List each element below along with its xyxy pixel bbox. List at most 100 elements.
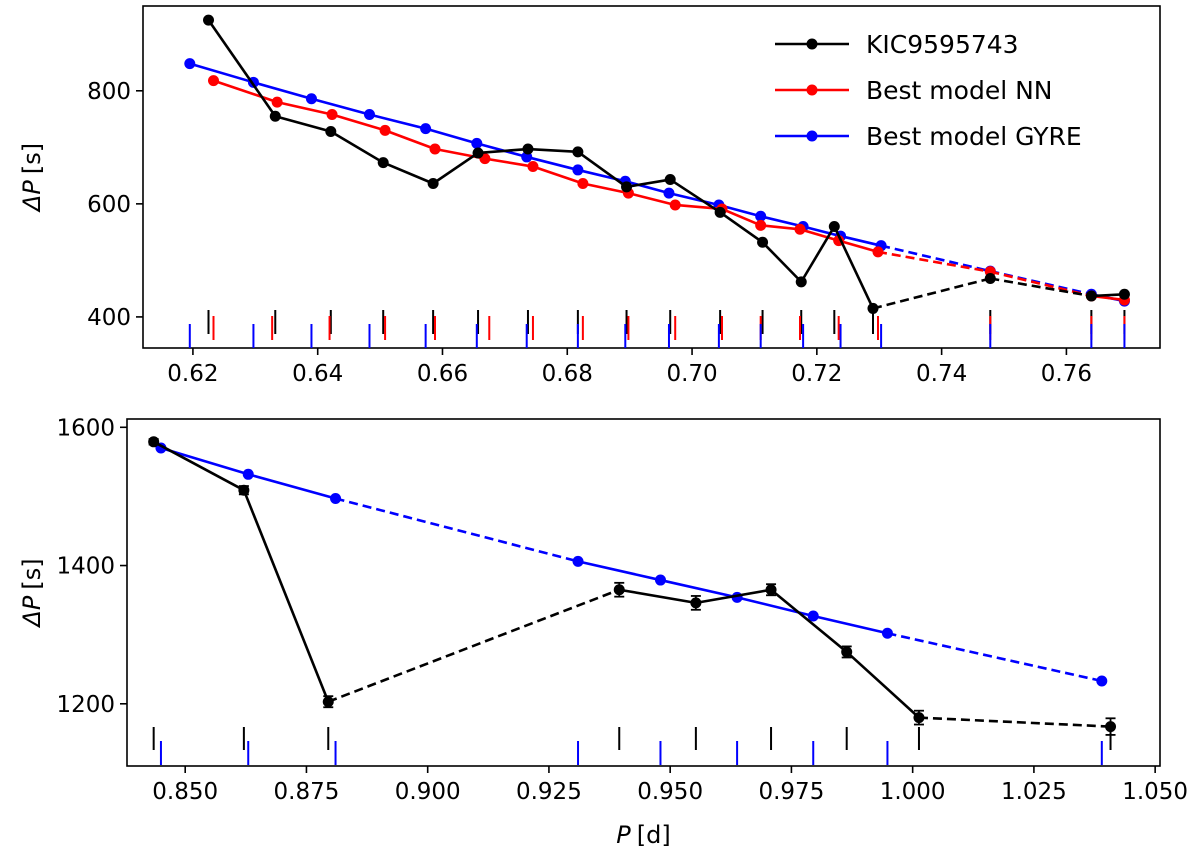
series-gyre-segment — [660, 578, 738, 599]
series-obs-point — [472, 147, 484, 159]
series-gyre-point — [471, 137, 483, 149]
series-obs-segment — [527, 147, 578, 154]
series-obs-segment — [577, 150, 628, 188]
series-gyre-segment — [577, 560, 661, 582]
bottom-x-tick-label: 1.050 — [1122, 779, 1188, 805]
series-obs-point — [664, 174, 676, 186]
series-obs-point — [1085, 290, 1097, 302]
series-obs-point — [148, 436, 160, 448]
series-obs-segment — [872, 277, 991, 310]
series-gyre-segment — [189, 62, 254, 84]
top-y-tick-label: 400 — [87, 305, 131, 331]
series-nn-segment — [582, 182, 629, 195]
series-gyre-segment — [802, 225, 841, 238]
series-obs-point — [765, 584, 777, 596]
series-gyre-segment — [840, 234, 882, 247]
series-gyre-segment — [425, 127, 478, 145]
series-obs-point — [325, 125, 337, 137]
series-gyre-point — [1096, 675, 1108, 687]
bottom-x-tick-label: 0.925 — [516, 779, 582, 805]
series-nn-point — [271, 96, 283, 108]
series-gyre-segment — [736, 596, 814, 618]
y-axis-label-unit: [s] — [18, 558, 46, 589]
series-obs-point — [828, 220, 840, 232]
series-gyre-segment — [760, 215, 804, 228]
series-obs-segment — [800, 225, 836, 283]
series-nn-segment — [484, 157, 534, 168]
series-nn-segment — [331, 113, 386, 132]
series-obs-segment — [242, 489, 330, 703]
top-y-axis-label: ΔP [s] — [18, 143, 46, 213]
series-gyre-point — [184, 58, 196, 70]
series-nn-point — [669, 199, 681, 211]
top-x-tick-label: 0.72 — [791, 361, 842, 387]
series-obs-point — [621, 181, 633, 193]
legend-label: KIC9595743 — [866, 30, 1019, 59]
series-obs-point — [1118, 288, 1130, 300]
series-gyre-point — [881, 627, 893, 639]
series-obs-point — [867, 302, 879, 314]
series-obs-segment — [845, 650, 920, 719]
series-gyre-segment — [887, 632, 1103, 683]
top-y-tick-label: 800 — [87, 79, 131, 105]
series-obs-point — [757, 236, 769, 248]
series-nn-point — [794, 223, 806, 235]
series-gyre-point — [420, 123, 432, 135]
series-nn-point — [208, 75, 220, 87]
series-nn-segment — [532, 165, 584, 185]
top-x-tick-label: 0.64 — [292, 361, 343, 387]
series-gyre-point — [755, 210, 767, 222]
series-gyre-point — [572, 555, 584, 567]
series-gyre-point — [654, 574, 666, 586]
series-nn-point — [429, 143, 441, 155]
top-x-tick-label: 0.70 — [666, 361, 717, 387]
series-obs-point — [841, 646, 853, 658]
bottom-x-tick-label: 0.850 — [152, 779, 218, 805]
x-axis-label-symbol: P — [616, 821, 631, 849]
bottom-y-tick-label: 1400 — [56, 554, 115, 580]
y-axis-label-symbol: ΔP — [18, 180, 46, 213]
series-nn-segment — [877, 250, 991, 273]
series-gyre-segment — [880, 244, 991, 273]
series-obs-point — [613, 584, 625, 596]
x-axis-label: P [d] — [616, 821, 670, 849]
bottom-x-tick-label: 0.975 — [758, 779, 824, 805]
series-nn-segment — [799, 228, 840, 242]
series-obs-segment — [207, 19, 277, 117]
legend-swatch-marker — [806, 130, 818, 142]
series-obs-segment — [330, 130, 384, 164]
series-gyre-point — [807, 610, 819, 622]
series-obs-segment — [274, 114, 332, 133]
series-nn-segment — [721, 207, 762, 227]
legend-swatch-marker — [806, 38, 818, 50]
series-obs-point — [714, 206, 726, 218]
bottom-y-tick-label: 1600 — [56, 415, 115, 441]
series-obs-point — [913, 712, 925, 724]
series-nn-point — [326, 109, 338, 121]
series-obs-point — [427, 178, 439, 190]
series-gyre-point — [363, 109, 375, 121]
bottom-panel: 0.850 0.875 0.900 0.925 0.950 0.975 1.000 1.025… — [18, 415, 1188, 849]
series-obs-segment — [1091, 292, 1125, 298]
series-obs-point — [238, 484, 250, 496]
top-x-tick-label: 0.68 — [542, 361, 593, 387]
series-gyre-point — [663, 187, 675, 199]
series-nn-point — [379, 124, 391, 136]
series-obs-segment — [990, 277, 1092, 298]
top-x-tick-label: 0.66 — [417, 361, 468, 387]
legend-swatch-marker — [806, 84, 818, 96]
series-gyre-segment — [526, 155, 579, 172]
series-obs-point — [795, 276, 807, 288]
series-obs-point — [522, 143, 534, 155]
y-axis-label-unit: [s] — [18, 143, 46, 174]
series-gyre-point — [572, 164, 584, 176]
series-gyre-point — [330, 492, 342, 504]
bottom-x-tick-label: 0.950 — [637, 779, 703, 805]
top-x-tick-label: 0.62 — [167, 361, 218, 387]
series-nn-point — [577, 178, 589, 190]
series-obs-point — [690, 597, 702, 609]
series-gyre-segment — [253, 81, 312, 100]
y-axis-label-symbol: ΔP — [18, 595, 46, 628]
bottom-y-tick-label: 1200 — [56, 692, 115, 718]
